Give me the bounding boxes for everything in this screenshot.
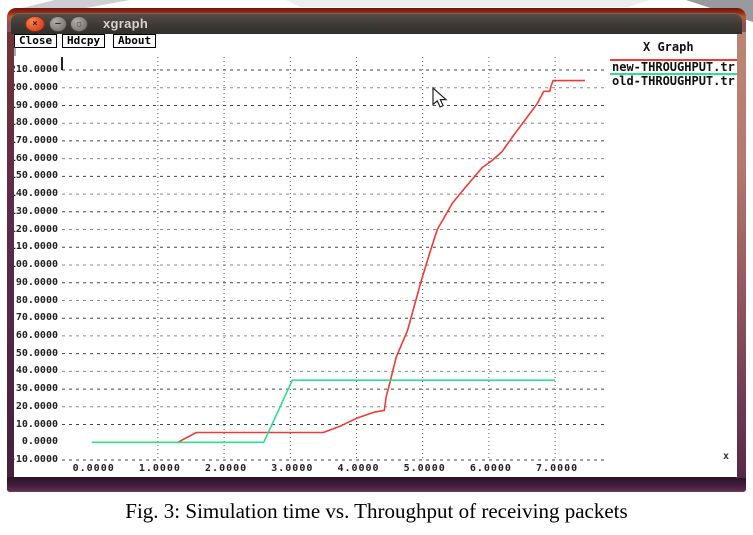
minimize-window-button[interactable]: – bbox=[49, 16, 67, 32]
window-title: xgraph bbox=[103, 16, 149, 31]
legend-line-new bbox=[610, 59, 737, 61]
page-top-decoration-middle bbox=[285, 0, 651, 7]
maximize-icon: ▢ bbox=[76, 20, 82, 28]
legend-label-new: new-THROUGHPUT.tr bbox=[612, 60, 735, 74]
figure-caption: Fig. 3: Simulation time vs. Throughput o… bbox=[125, 499, 628, 523]
mouse-cursor-icon bbox=[432, 86, 448, 108]
plot-canvas[interactable] bbox=[14, 34, 737, 477]
series-line-1 bbox=[91, 379, 556, 444]
close-window-button[interactable]: × bbox=[25, 16, 45, 32]
about-button[interactable]: About bbox=[113, 34, 157, 48]
window-bottom-border bbox=[7, 477, 746, 492]
close-button[interactable]: Close bbox=[14, 34, 58, 48]
legend-label-old: old-THROUGHPUT.tr bbox=[612, 74, 735, 88]
graph-title: X Graph bbox=[643, 40, 694, 54]
maximize-window-button[interactable]: ▢ bbox=[70, 16, 88, 32]
app-content: Close Hdcpy About X Graph new-THROUGHPUT… bbox=[14, 34, 737, 477]
minimize-icon: – bbox=[55, 19, 61, 29]
x-axis-unit-label: x bbox=[723, 451, 730, 462]
hdcpy-button[interactable]: Hdcpy bbox=[62, 34, 106, 48]
close-icon: × bbox=[32, 19, 38, 29]
series-line-0 bbox=[177, 79, 585, 444]
page-corner-decoration-left bbox=[18, 0, 130, 9]
titlebar[interactable]: × – ▢ xgraph bbox=[11, 13, 742, 34]
legend-line-old bbox=[610, 73, 737, 75]
